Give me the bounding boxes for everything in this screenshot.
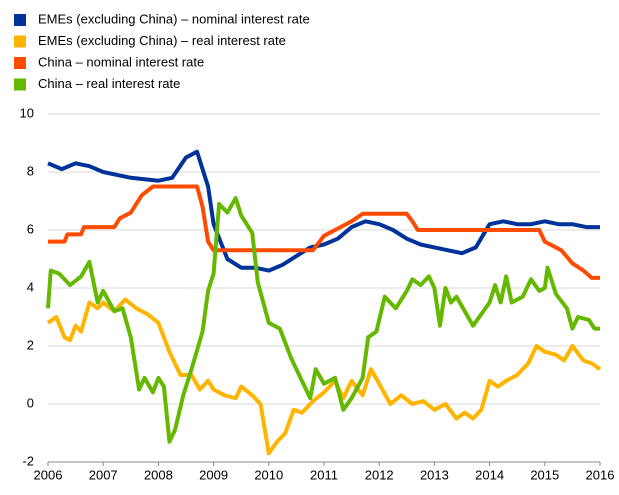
x-tick-label: 2012	[365, 467, 394, 482]
x-tick-label: 2009	[199, 467, 228, 482]
y-tick-label: 10	[20, 105, 34, 120]
y-tick-label: 8	[27, 163, 34, 178]
x-tick-label: 2015	[530, 467, 559, 482]
x-tick-label: 2011	[310, 467, 338, 482]
legend-swatch	[14, 78, 26, 91]
line-series	[46, 196, 600, 444]
legend-label: China – real interest rate	[38, 76, 180, 91]
y-tick-label: 0	[27, 395, 34, 410]
x-tick-label: 2008	[144, 467, 173, 482]
legend-swatch	[14, 35, 26, 48]
y-tick-label: 6	[27, 221, 34, 236]
line-series	[46, 297, 602, 456]
legend-swatch	[14, 14, 26, 26]
x-tick-label: 2013	[420, 467, 449, 482]
x-tick-label: 2016	[586, 467, 615, 482]
x-tick-label: 2006	[34, 467, 63, 482]
x-tick-label: 2007	[89, 467, 118, 482]
legend-label: EMEs (excluding China) – nominal interes…	[38, 11, 310, 26]
x-tick-label: 2014	[475, 467, 504, 482]
y-tick-label: 4	[27, 279, 34, 294]
x-tick-label: 2010	[254, 467, 283, 482]
y-tick-label: 2	[27, 337, 34, 352]
legend-swatch	[14, 57, 26, 69]
line-series	[48, 184, 600, 280]
legend-label: EMEs (excluding China) – real interest r…	[38, 33, 286, 48]
legend-label: China – nominal interest rate	[38, 54, 204, 69]
y-tick-label: -2	[22, 453, 34, 468]
